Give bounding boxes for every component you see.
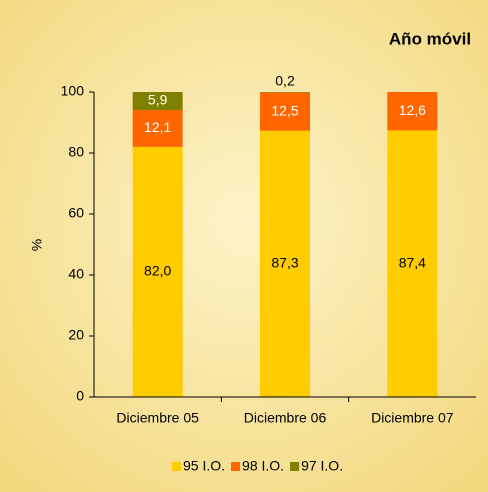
bar-segment (387, 130, 438, 397)
data-label: 0,2 (275, 73, 295, 89)
legend-swatch (172, 462, 181, 471)
legend-label: 97 I.O. (301, 458, 343, 474)
bar-segment (260, 92, 310, 131)
data-label: 12,1 (144, 119, 171, 135)
legend-swatch (290, 462, 300, 471)
data-label: 87,3 (271, 255, 298, 271)
data-label: 5,9 (148, 92, 168, 108)
y-tick-label: 40 (68, 266, 84, 282)
y-tick-label: 100 (61, 83, 85, 99)
bar-segment (260, 130, 310, 398)
bar-segment (132, 109, 183, 147)
x-tick-label: Diciembre 07 (371, 410, 454, 426)
y-tick-label: 20 (68, 327, 84, 343)
bar-segment (387, 92, 438, 131)
bar-segment (260, 92, 310, 93)
legend-label: 95 I.O. (183, 458, 225, 474)
legend-swatch (231, 462, 241, 471)
y-tick-label: 80 (68, 144, 84, 160)
chart-title: Año móvil (389, 29, 471, 48)
data-label: 82,0 (144, 263, 171, 279)
data-label: 12,6 (399, 102, 426, 118)
y-tick-label: 60 (68, 205, 84, 221)
data-label: 87,4 (399, 254, 426, 270)
x-tick-label: Diciembre 06 (244, 410, 327, 426)
data-label: 12,5 (271, 102, 298, 118)
y-axis-label: % (29, 239, 45, 251)
bar-segment (132, 92, 183, 110)
legend-label: 98 I.O. (242, 458, 284, 474)
y-tick-label: 0 (76, 388, 84, 404)
x-tick-label: Diciembre 05 (116, 410, 199, 426)
bar-segment (132, 146, 183, 397)
